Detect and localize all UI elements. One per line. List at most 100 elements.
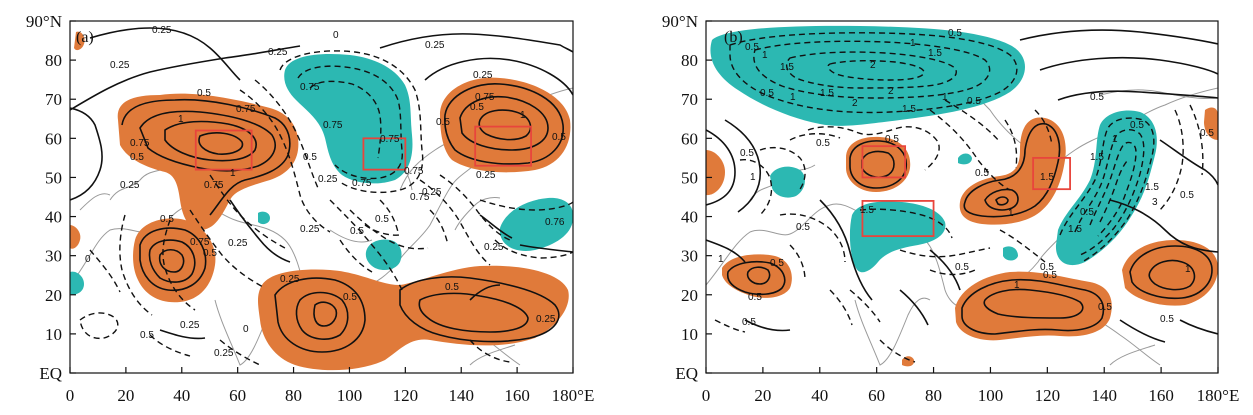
contour-label: 0.5	[303, 152, 317, 163]
contour-label: 0.5	[967, 96, 981, 107]
highlight-box	[194, 129, 253, 171]
panel-a-label: (a)	[76, 29, 94, 46]
y-tick-label: 40	[681, 208, 698, 227]
panel-a-solid-contours	[70, 27, 573, 353]
contour-label: 0.5	[552, 132, 566, 143]
contour-label: 0.5	[770, 258, 784, 269]
contour-label: 0.5	[1160, 314, 1174, 325]
contour-label: 0.25	[280, 274, 300, 285]
x-tick-label: 60	[868, 386, 885, 405]
region-a-pos-1	[117, 93, 299, 230]
contour-label: 0.25	[268, 47, 288, 58]
contour-label: 0.5	[160, 214, 174, 225]
x-tick-label: 20	[754, 386, 771, 405]
y-tick-label: 50	[681, 168, 698, 187]
y-tick-label: 20	[681, 286, 698, 305]
contour-label: 0.75	[190, 237, 210, 248]
region-a-neg-4	[70, 271, 84, 295]
x-tick-label: 140	[1091, 386, 1117, 405]
panel-b-boxes	[861, 145, 1071, 238]
contour-label: 0.25	[484, 242, 504, 253]
panel-a-contour-labels: 0.25 0 0.25 0.25 0.5 0.75 1 0.75 0.5 0.7…	[85, 25, 566, 359]
contour-label: 0.75	[130, 138, 150, 149]
contour-label: 1	[750, 172, 756, 183]
y-tick-label: 50	[45, 168, 62, 187]
contour-label: 0.25	[214, 348, 234, 359]
x-tick-label: 140	[448, 386, 474, 405]
region-b-pos-5	[1122, 240, 1218, 306]
y-tick-label: 60	[681, 129, 698, 148]
contour-label: 1.5	[1040, 172, 1054, 183]
contour-label: 0	[85, 254, 91, 265]
contour-label: 0.5	[760, 88, 774, 99]
contour-label: 0.25	[425, 40, 445, 51]
y-tick-label: 30	[45, 247, 62, 266]
contour-label: 0	[333, 30, 339, 41]
panel-b-contour-labels: 0.5 1 1.5 2 1.5 1 0.5 0.5 1 1.5 2 2 1.5 …	[718, 28, 1214, 328]
contour-label: 1	[1014, 280, 1020, 291]
x-tick-label: 40	[811, 386, 828, 405]
x-tick-label: 80	[285, 386, 302, 405]
x-tick-label: 60	[229, 386, 246, 405]
contour-label: 1.5	[860, 205, 874, 216]
x-tick-label: 100	[978, 386, 1004, 405]
x-tick-label: 120	[393, 386, 419, 405]
panel-a-positive-regions	[70, 31, 571, 371]
y-tick-label: 80	[45, 51, 62, 70]
contour-label: 1.5	[1090, 152, 1104, 163]
contour-label: 0.5	[796, 222, 810, 233]
contour-label: 2	[870, 60, 876, 71]
y-tick-label: 90°N	[662, 12, 698, 31]
contour-label: 0.75	[300, 82, 320, 93]
x-tick-label: 0	[702, 386, 711, 405]
highlight-box	[474, 125, 532, 167]
region-b-pos-7	[1204, 107, 1218, 140]
contour-label: 0.25	[300, 224, 320, 235]
region-b-pos-6	[706, 150, 725, 196]
y-tick-label: EQ	[675, 364, 698, 383]
x-tick-label: 160	[504, 386, 530, 405]
contour-label: 0.5	[203, 248, 217, 259]
contour-label: 0.5	[1098, 302, 1112, 313]
region-a-neg-5	[258, 211, 270, 225]
y-tick-label: 20	[45, 286, 62, 305]
contour-label: 0.5	[955, 262, 969, 273]
contour-label: 1	[910, 38, 916, 49]
region-a-pos-5	[70, 225, 81, 249]
contour-label: 3	[1152, 197, 1158, 208]
contour-label: 0.25	[476, 170, 496, 181]
contour-label: 1.5	[820, 88, 834, 99]
contour-label: 0	[243, 324, 249, 335]
contour-label: 1	[718, 254, 724, 265]
panel-b-dashed-contours	[714, 32, 1204, 363]
contour-label: 0.5	[197, 88, 211, 99]
y-tick-label: 70	[681, 90, 698, 109]
contour-label: 1.5	[902, 104, 916, 115]
y-tick-label: 70	[45, 90, 62, 109]
contour-label: 0.5	[1130, 120, 1144, 131]
contour-label: 0.25	[473, 70, 493, 81]
contour-label: 0.25	[536, 314, 556, 325]
highlight-box	[861, 200, 935, 238]
contour-label: 1	[1008, 208, 1014, 219]
contour-label: 0.5	[1090, 92, 1104, 103]
region-a-pos-4	[258, 265, 569, 371]
region-b-neg-4	[770, 166, 805, 198]
contour-label: 0.25	[318, 174, 338, 185]
contour-label: 2	[852, 98, 858, 109]
panel-b: 0.5 1 1.5 2 1.5 1 0.5 0.5 1 1.5 2 2 1.5 …	[662, 12, 1239, 405]
contour-label: 0.5	[375, 214, 389, 225]
x-tick-label: 40	[173, 386, 190, 405]
contour-label: 1	[178, 114, 184, 125]
x-tick-label: 100	[337, 386, 363, 405]
contour-label: 0.5	[343, 292, 357, 303]
contour-label: 0.5	[1080, 207, 1094, 218]
contour-label: 0.5	[740, 148, 754, 159]
contour-label: 0.5	[748, 292, 762, 303]
panel-b-frame	[705, 20, 1219, 374]
panel-a-dashed-contours	[79, 50, 573, 366]
x-tick-label: 180°E	[552, 386, 595, 405]
panel-a-axis-ticks: 0 20 40 60 80 100 120 140 160 180°E90°N8070605040…	[26, 12, 594, 405]
region-a-pos-2	[133, 218, 216, 303]
